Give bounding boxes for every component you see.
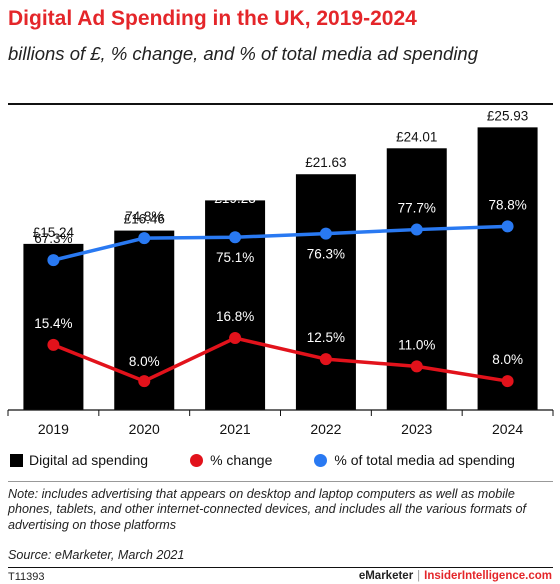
change-point xyxy=(229,332,242,345)
legend: Digital ad spending % change % of total … xyxy=(10,450,550,470)
chart-id: T11393 xyxy=(8,571,45,583)
change-value-label: 16.8% xyxy=(216,309,254,324)
x-tick-label: 2023 xyxy=(401,421,432,437)
change-value-label: 15.4% xyxy=(34,316,72,331)
share-point xyxy=(410,223,423,236)
change-point xyxy=(319,353,332,366)
footer-divider xyxy=(8,567,553,568)
bar-value-label: £21.63 xyxy=(305,155,346,170)
title-divider xyxy=(8,103,553,105)
brand-credit: eMarketer | InsiderIntelligence.com xyxy=(359,570,552,582)
share-point xyxy=(501,220,514,233)
change-value-label: 12.5% xyxy=(307,330,345,345)
legend-item-percent-change: % change xyxy=(190,452,272,468)
legend-item-percent-total: % of total media ad spending xyxy=(314,452,515,468)
share-value-label: 78.8% xyxy=(488,197,526,212)
share-value-label: 67.3% xyxy=(34,231,72,246)
share-value-label: 75.1% xyxy=(216,250,254,265)
change-value-label: 8.0% xyxy=(129,354,160,369)
brand-emarketer: eMarketer xyxy=(358,570,414,582)
share-value-label: 74.8% xyxy=(125,209,163,224)
change-line xyxy=(51,336,510,383)
share-value-label: 77.7% xyxy=(398,201,436,216)
change-point xyxy=(47,338,60,351)
bar xyxy=(477,127,538,410)
source-text: Source: eMarketer, March 2021 xyxy=(8,548,185,562)
chart-area: 2019 2020 2021 2022 2023 2024 £15.24 £16.46 £19.… xyxy=(7,108,554,437)
brand-separator: | xyxy=(417,570,421,582)
bar xyxy=(23,243,84,410)
legend-item-digital-ad-spending: Digital ad spending xyxy=(10,452,148,468)
share-point xyxy=(319,227,332,240)
legend-swatch-blue-dot xyxy=(314,453,328,467)
share-line xyxy=(51,224,510,262)
chart-title: Digital Ad Spending in the UK, 2019-2024 xyxy=(8,7,417,30)
bar-value-label: £15.24 xyxy=(33,225,75,240)
change-point xyxy=(138,375,151,388)
legend-label: % change xyxy=(210,452,273,468)
legend-swatch-red-dot xyxy=(190,453,204,467)
bar-value-label: £19.23 xyxy=(214,191,255,206)
brand-insider-intelligence: InsiderIntelligence.com xyxy=(424,570,552,582)
legend-swatch-square xyxy=(10,453,23,467)
change-value-label: 8.0% xyxy=(492,352,523,367)
chart-subtitle: billions of £, % change, and % of total … xyxy=(8,43,479,64)
share-point xyxy=(229,231,242,244)
bar-value-label: £24.01 xyxy=(396,129,437,144)
change-point xyxy=(501,375,514,388)
x-tick-label: 2021 xyxy=(220,421,251,437)
legend-label: Digital ad spending xyxy=(29,452,149,468)
x-tick-label: 2019 xyxy=(38,421,69,437)
bar-value-label: £25.93 xyxy=(487,108,528,123)
share-point xyxy=(47,254,60,267)
share-value-label: 76.3% xyxy=(307,247,345,262)
footnote: Note: includes advertising that appears … xyxy=(8,487,527,532)
note-divider xyxy=(8,481,553,482)
x-tick-label: 2024 xyxy=(492,421,523,437)
legend-label: % of total media ad spending xyxy=(334,452,515,468)
change-point xyxy=(410,360,423,373)
x-tick-label: 2020 xyxy=(129,421,160,437)
share-point xyxy=(138,232,151,245)
x-tick-label: 2022 xyxy=(310,421,341,437)
change-value-label: 11.0% xyxy=(398,337,435,352)
bar xyxy=(295,174,356,410)
bar-value-label: £16.46 xyxy=(124,212,165,227)
